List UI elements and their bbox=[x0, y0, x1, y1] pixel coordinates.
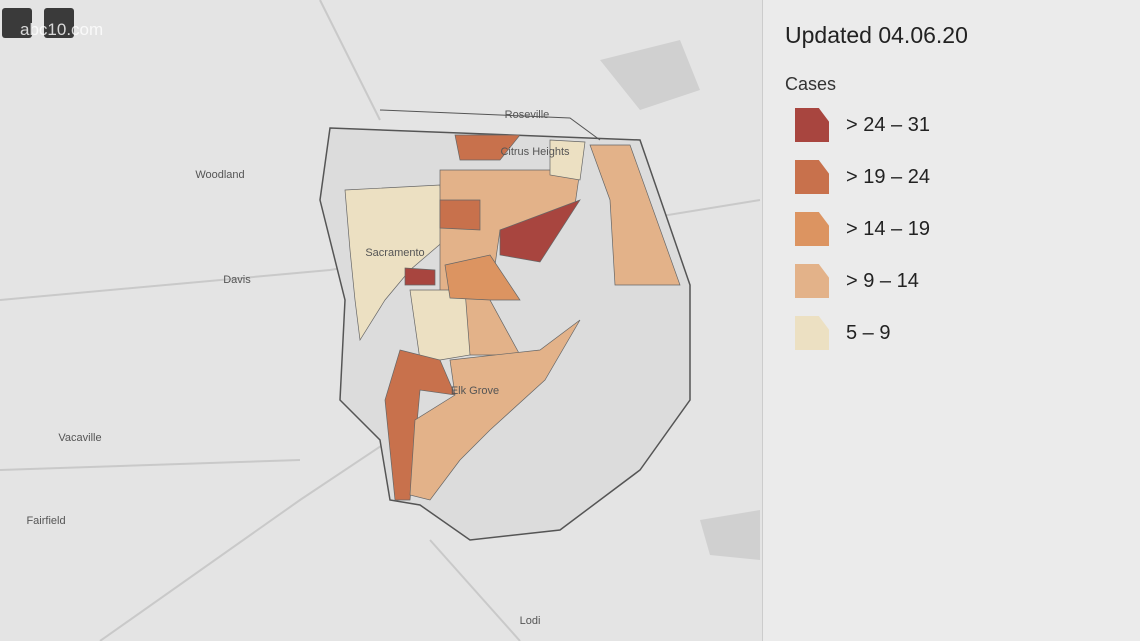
legend-label: > 14 – 19 bbox=[846, 218, 930, 240]
brand: abc10.com bbox=[20, 20, 104, 39]
place-label: Davis bbox=[223, 274, 251, 286]
legend-panel: Updated 04.06.20 Cases > 24 – 31 > 19 – 2… bbox=[762, 0, 1140, 641]
place-label: Sacramento bbox=[365, 247, 424, 259]
legend-swatch bbox=[795, 316, 829, 350]
legend-swatch bbox=[795, 160, 829, 194]
updated-date: Updated 04.06.20 bbox=[785, 22, 968, 48]
legend-label: > 19 – 24 bbox=[846, 166, 930, 188]
place-label: Citrus Heights bbox=[500, 146, 570, 158]
region bbox=[549, 139, 586, 181]
legend-title: Cases bbox=[785, 74, 837, 94]
boundary bbox=[379, 109, 601, 141]
place-label: Vacaville bbox=[58, 432, 101, 444]
map: Roseville Citrus Heights Woodland Sacrament… bbox=[0, 0, 761, 641]
place-label: Woodland bbox=[195, 169, 244, 181]
place-label: Elk Grove bbox=[451, 385, 499, 397]
info-button[interactable] bbox=[44, 8, 74, 38]
place-label: Roseville bbox=[505, 109, 550, 121]
region bbox=[589, 144, 681, 286]
region bbox=[499, 199, 581, 263]
legend-swatch bbox=[795, 212, 829, 246]
region bbox=[409, 319, 581, 501]
legend-label: > 24 – 31 bbox=[846, 114, 930, 136]
region bbox=[444, 254, 521, 301]
zip-regions bbox=[344, 134, 681, 501]
region bbox=[409, 289, 471, 361]
region bbox=[454, 134, 521, 161]
legend-label: > 9 – 14 bbox=[846, 270, 919, 292]
legend-swatch bbox=[795, 108, 829, 142]
legend-label: 5 – 9 bbox=[846, 322, 891, 344]
legend-swatch bbox=[795, 264, 829, 298]
region bbox=[439, 199, 481, 231]
place-label: Lodi bbox=[520, 615, 541, 627]
place-label: Fairfield bbox=[26, 515, 65, 527]
water bbox=[600, 40, 760, 560]
region bbox=[404, 267, 436, 286]
layers-button[interactable] bbox=[2, 8, 32, 38]
